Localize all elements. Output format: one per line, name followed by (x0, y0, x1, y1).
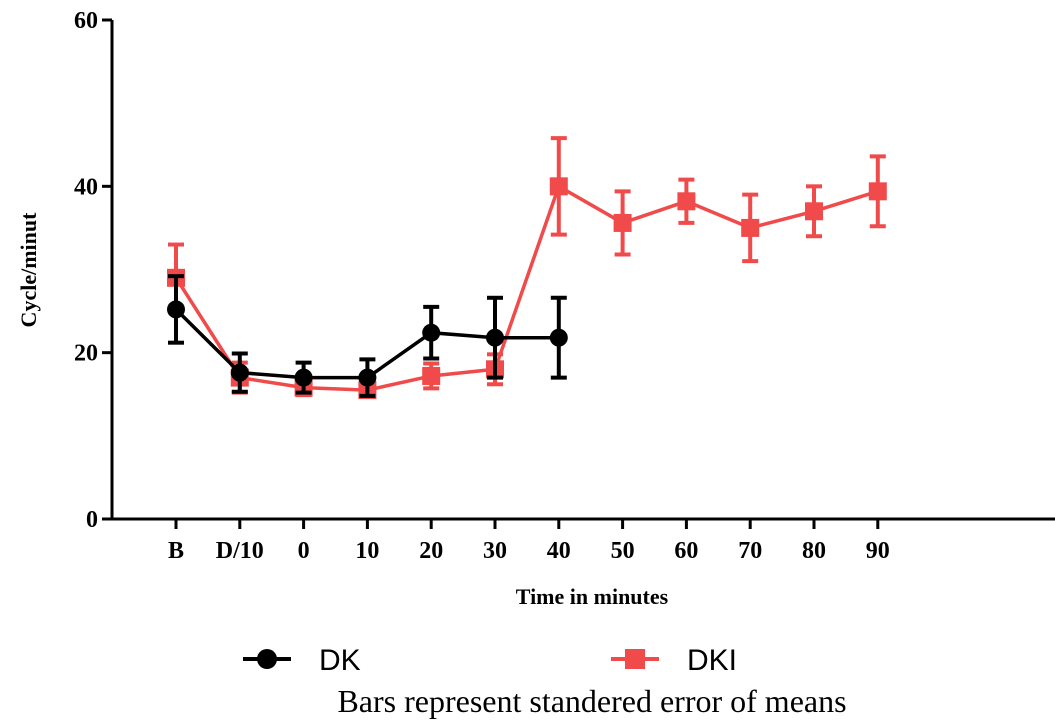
y-ticks: 0 20 40 60 (74, 8, 112, 533)
x-tick-label: 90 (866, 538, 890, 564)
data-point (230, 363, 249, 382)
data-point (358, 368, 377, 387)
x-tick-label: 40 (547, 538, 571, 564)
x-axis-title: Time in minutes (516, 584, 669, 609)
series-dk (167, 274, 568, 398)
legend-item-dk: DK (243, 644, 361, 677)
legend-item-dki: DKI (611, 644, 737, 677)
data-point (422, 323, 441, 342)
series-dki (167, 136, 887, 400)
data-point (294, 368, 313, 387)
legend-marker (625, 649, 645, 669)
legend: DK DKI (243, 644, 737, 677)
x-tick-label: 60 (674, 538, 698, 564)
data-point (422, 366, 441, 385)
x-tick-label: D/10 (216, 538, 264, 564)
x-tick-label: 50 (611, 538, 635, 564)
y-tick-label: 0 (86, 507, 98, 533)
data-point (868, 182, 887, 201)
y-axis-title: Cycle/minut (16, 212, 41, 328)
x-tick-label: 70 (738, 538, 762, 564)
data-point (741, 218, 760, 237)
series-line (174, 183, 879, 392)
chart-caption: Bars represent standered error of means (337, 683, 846, 719)
legend-label: DKI (687, 644, 737, 677)
x-tick-label: 20 (419, 538, 443, 564)
data-point (613, 213, 632, 232)
axes (110, 20, 1055, 521)
data-point (486, 328, 504, 347)
legend-label: DK (319, 644, 361, 677)
x-tick-label: 0 (298, 538, 310, 564)
data-point (677, 192, 696, 211)
y-tick-label: 40 (74, 174, 98, 200)
x-tick-label: 80 (802, 538, 826, 564)
x-tick-label: 30 (483, 538, 507, 564)
y-tick-label: 60 (74, 8, 98, 34)
legend-marker (257, 649, 277, 669)
x-tick-label: 10 (355, 538, 379, 564)
data-point (549, 328, 568, 347)
data-point (167, 300, 185, 319)
series-layer (167, 136, 887, 400)
y-tick-label: 20 (74, 341, 98, 367)
x-ticks: B D/10 0 10 20 30 40 50 60 70 80 90 (168, 519, 890, 564)
data-point (805, 202, 823, 221)
x-tick-label: B (168, 538, 184, 564)
data-point (549, 177, 568, 196)
